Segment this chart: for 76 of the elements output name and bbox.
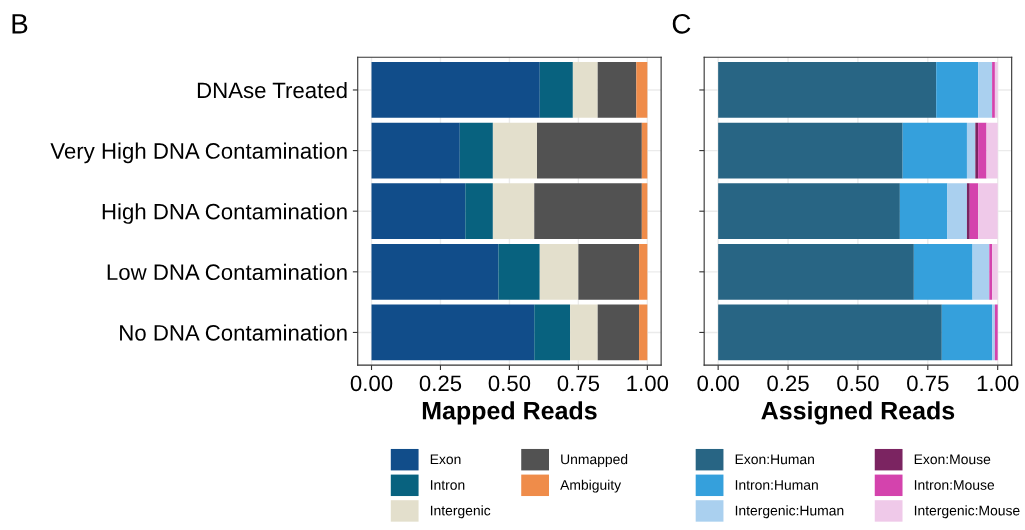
bar (969, 183, 979, 240)
x-tick-label: 0.50 (837, 375, 879, 392)
bar (913, 243, 973, 300)
legend-label: Intron (430, 480, 465, 490)
legend-label: Ambiguity (560, 479, 622, 493)
y-tick-label: No DNA Contamination (120, 324, 347, 341)
text: B (12, 14, 28, 34)
x-tick-label: 1.00 (627, 375, 669, 392)
bar (572, 62, 598, 118)
x-tick-label: 0.00 (697, 375, 739, 392)
y-tick-label: DNAse Treated (197, 81, 347, 99)
legend-label: Exon:Mouse (914, 454, 991, 465)
bar (718, 183, 900, 240)
legend-label: Exon (430, 454, 461, 465)
x-tick-label: 0.75 (557, 375, 600, 392)
bar (641, 183, 648, 240)
bar (537, 122, 642, 179)
bar (902, 122, 967, 179)
x-axis-title: Mapped Reads (422, 401, 597, 425)
legend-label: Intron:Human (735, 480, 818, 490)
bar (947, 183, 967, 240)
bar (972, 243, 990, 300)
bar (992, 243, 998, 300)
x-tick-label: 0.50 (488, 375, 531, 392)
bar (465, 183, 493, 240)
bar (718, 243, 914, 300)
bar (371, 183, 466, 240)
x-axis-title: Assigned Reads (761, 401, 955, 425)
bar (539, 62, 573, 118)
bar (989, 243, 993, 300)
bar (492, 122, 538, 179)
bar (978, 122, 987, 179)
bar (597, 304, 640, 361)
bar (492, 183, 535, 240)
x-tick-label: 0.25 (767, 375, 809, 392)
x-tick-label: 1.00 (977, 375, 1019, 392)
legend-label: Intergenic:Human (735, 505, 844, 519)
bar (534, 304, 571, 361)
chart-title: C (672, 13, 691, 34)
bar (539, 243, 579, 300)
bar (371, 122, 460, 179)
bar (639, 243, 648, 300)
x-tick-label: 0.00 (350, 375, 393, 392)
bar (534, 183, 642, 240)
legend-label: Intron:Mouse (914, 480, 995, 490)
legend-label: Exon:Human (735, 454, 814, 465)
bar (978, 183, 998, 240)
legend-label: Intergenic (430, 505, 491, 519)
bar (578, 243, 640, 300)
bar (636, 62, 648, 118)
bar (718, 62, 937, 118)
bar (718, 122, 903, 179)
bar (966, 122, 976, 179)
bar (597, 62, 637, 118)
bar (899, 183, 948, 240)
bar (371, 62, 540, 118)
legend-label: Unmapped (561, 454, 628, 467)
bar (498, 243, 540, 300)
y-tick-label: High DNA Contamination (102, 203, 347, 224)
bar (371, 304, 535, 361)
bar (570, 304, 598, 361)
y-tick-label: Very High DNA Contamination (50, 142, 347, 164)
bar (986, 122, 998, 179)
bar (966, 183, 970, 240)
bar (978, 62, 993, 118)
x-tick-label: 0.75 (907, 375, 949, 392)
y-tick-label: Low DNA Contamination (107, 263, 347, 281)
bar (639, 304, 648, 361)
legend-label: Intergenic:Mouse (914, 505, 1020, 519)
bar (936, 62, 979, 118)
x-tick-label: 0.25 (419, 375, 462, 392)
bar (975, 122, 979, 179)
bar (459, 122, 493, 179)
bar (718, 304, 942, 361)
bar (371, 243, 499, 300)
bar (941, 304, 993, 361)
